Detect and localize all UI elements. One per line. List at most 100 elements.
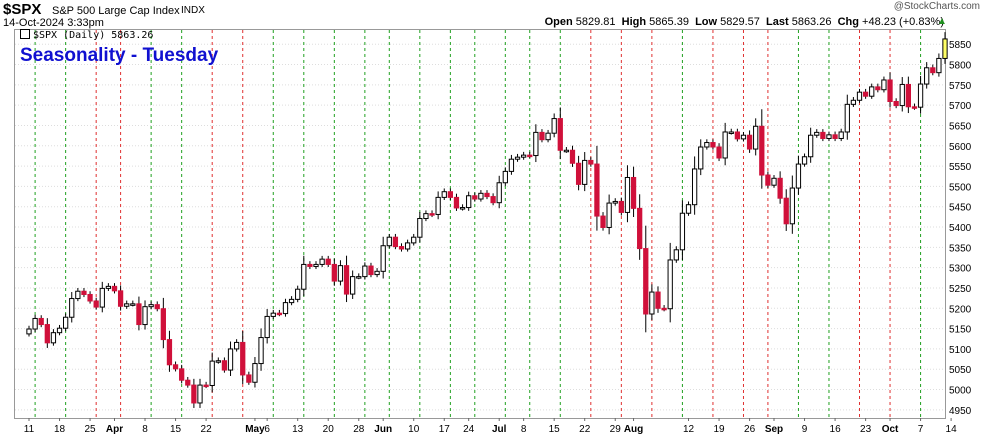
candle-body xyxy=(728,131,734,134)
x-tick-label: 26 xyxy=(744,424,756,435)
last-label: Last xyxy=(766,16,789,28)
candle-body xyxy=(44,324,50,344)
candle-body xyxy=(551,118,557,134)
exchange-label: INDX xyxy=(181,5,205,16)
candle-body xyxy=(771,177,777,186)
candle-body xyxy=(600,215,606,228)
x-tick-label: 12 xyxy=(683,424,695,435)
candle-body xyxy=(643,248,649,315)
candle-body xyxy=(630,176,637,209)
quote-datetime: 14-Oct-2024 3:33pm xyxy=(3,17,104,29)
y-tick-label: 5100 xyxy=(949,345,972,356)
x-tick-label: 18 xyxy=(54,424,66,435)
x-tick-label: 22 xyxy=(201,424,213,435)
candle-body xyxy=(99,287,105,308)
candle-body xyxy=(105,285,112,289)
candle-body xyxy=(75,290,81,300)
x-tick-label: 25 xyxy=(85,424,97,435)
candle-body xyxy=(655,291,661,309)
x-tick-label: Aug xyxy=(624,424,643,435)
candle-body xyxy=(521,154,527,158)
candle-body xyxy=(777,177,783,199)
candle-body xyxy=(905,83,911,108)
candle-body xyxy=(459,207,466,210)
candle-body xyxy=(673,249,679,261)
high-value: 5865.39 xyxy=(649,16,689,28)
candle-body xyxy=(563,149,570,153)
candle-body xyxy=(124,303,130,307)
candle-body xyxy=(392,236,399,248)
candle-body xyxy=(307,263,313,267)
candle-body xyxy=(917,83,924,108)
candle-body xyxy=(441,191,447,198)
candle-body xyxy=(722,131,728,159)
candle-body xyxy=(484,192,490,198)
candle-body xyxy=(637,207,643,250)
x-tick-label: 9 xyxy=(802,424,808,435)
candle-body xyxy=(337,265,344,282)
candle-body xyxy=(557,118,563,151)
candle-body xyxy=(667,259,673,310)
y-tick-label: 5000 xyxy=(949,386,972,397)
candle-body xyxy=(856,91,863,101)
candle-body xyxy=(380,245,386,272)
y-tick-label: 5800 xyxy=(949,61,972,72)
x-tick-label: 15 xyxy=(549,424,561,435)
last-value: 5863.26 xyxy=(791,16,832,28)
x-tick-label: 16 xyxy=(830,424,842,435)
candle-body xyxy=(826,134,832,139)
candle-body xyxy=(69,298,75,318)
candle-body xyxy=(386,236,392,247)
candle-body xyxy=(801,156,808,165)
candle-body xyxy=(313,263,319,267)
candle-body xyxy=(844,103,850,133)
candle-body xyxy=(325,258,331,265)
x-tick-label: 15 xyxy=(170,424,182,435)
candle-body xyxy=(240,341,246,376)
candle-body xyxy=(270,312,276,317)
candle-body xyxy=(264,315,270,339)
candle-body xyxy=(117,290,124,307)
candle-body xyxy=(942,38,948,59)
candle-body xyxy=(661,307,667,311)
y-tick-label: 5150 xyxy=(949,325,972,336)
candle-body xyxy=(734,131,741,140)
candle-body xyxy=(191,384,197,404)
y-tick-label: 5600 xyxy=(949,142,972,153)
x-tick-label: 14 xyxy=(946,424,958,435)
candle-body xyxy=(136,303,142,326)
y-tick-label: 5500 xyxy=(949,182,972,193)
candle-body xyxy=(832,134,838,139)
candle-body xyxy=(343,265,350,295)
candle-body xyxy=(246,374,252,383)
candle-body xyxy=(649,291,655,315)
ticker-symbol: $SPX xyxy=(3,1,42,18)
candle-body xyxy=(87,293,93,302)
candle-body xyxy=(435,196,441,215)
candle-body xyxy=(288,298,295,304)
candle-body xyxy=(32,317,38,330)
candle-body xyxy=(569,149,576,164)
candle-body xyxy=(276,312,283,316)
candle-body xyxy=(899,83,905,107)
candle-body xyxy=(594,163,600,217)
candle-body xyxy=(215,360,221,363)
candle-body xyxy=(179,368,185,381)
x-tick-label: 13 xyxy=(292,424,304,435)
y-tick-label: 5550 xyxy=(949,162,972,173)
candle-body xyxy=(691,168,698,206)
candle-body xyxy=(911,106,918,109)
candle-body xyxy=(185,379,191,386)
stockcharts-credit[interactable]: @StockCharts.com xyxy=(893,1,980,12)
candle-body xyxy=(81,290,87,295)
y-tick-label: 5400 xyxy=(949,223,972,234)
candle-body xyxy=(514,156,521,160)
candle-body xyxy=(374,270,380,276)
candle-body xyxy=(936,57,942,74)
candle-body xyxy=(765,174,771,186)
x-tick-label: Jul xyxy=(492,424,507,435)
candle-body xyxy=(295,288,301,300)
candle-body xyxy=(478,192,484,200)
candle-body xyxy=(350,276,356,295)
y-tick-label: 5300 xyxy=(949,264,972,275)
